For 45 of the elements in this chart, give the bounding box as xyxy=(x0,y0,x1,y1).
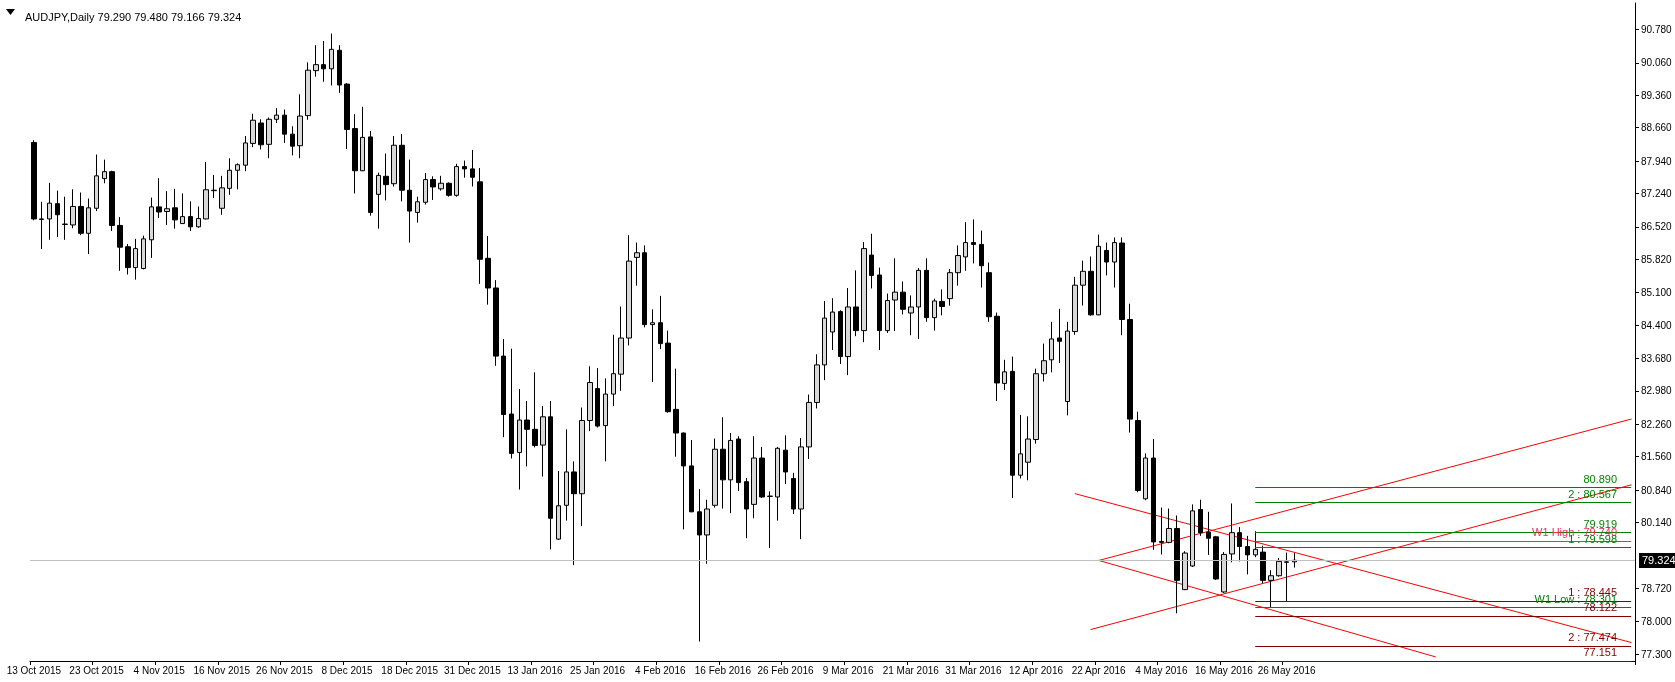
x-tick-label: 31 Dec 2015 xyxy=(443,664,502,676)
y-tick-label: 90.060 xyxy=(1641,57,1673,69)
y-tick-label: 89.360 xyxy=(1641,89,1673,101)
ref-line-label: 2 : 77.474 xyxy=(1568,631,1618,644)
y-tick-label: 78.000 xyxy=(1641,616,1673,628)
x-tick-label: 31 Mar 2016 xyxy=(945,664,1002,676)
x-tick-label: 4 Feb 2016 xyxy=(634,664,686,676)
x-tick-label: 26 Nov 2015 xyxy=(256,664,314,676)
y-tick-label: 80.140 xyxy=(1641,516,1673,528)
x-tick-label: 4 Nov 2015 xyxy=(133,664,186,676)
y-tick-label: 84.400 xyxy=(1641,319,1673,331)
y-tick-label: 85.820 xyxy=(1641,253,1673,265)
x-tick-label: 13 Jan 2016 xyxy=(507,664,563,676)
x-tick-label: 16 Feb 2016 xyxy=(694,664,752,676)
x-tick-label: 16 May 2016 xyxy=(1195,664,1254,676)
x-tick-label: 26 Feb 2016 xyxy=(757,664,815,676)
y-tick-label: 85.100 xyxy=(1641,287,1673,299)
y-tick-label: 80.840 xyxy=(1641,484,1673,496)
x-tick-label: 8 Dec 2015 xyxy=(321,664,374,676)
ref-line-label: 79.324 xyxy=(1642,554,1675,567)
x-tick-label: 13 Oct 2015 xyxy=(6,664,62,676)
y-tick-label: 90.780 xyxy=(1641,23,1673,35)
y-tick-label: 87.940 xyxy=(1641,155,1673,167)
text: AUDJPY,Daily 79.290 79.480 79.166 79.324 xyxy=(25,10,242,23)
y-tick-label: 81.560 xyxy=(1641,451,1673,463)
y-tick-label: 78.720 xyxy=(1641,582,1673,594)
ref-line-label: 77.151 xyxy=(1583,646,1618,659)
ref-line-label: 80.890 xyxy=(1583,473,1618,486)
x-tick-label: 12 Apr 2016 xyxy=(1009,664,1064,676)
y-tick-label: 82.260 xyxy=(1641,418,1673,430)
x-tick-label: 18 Dec 2015 xyxy=(381,664,439,676)
x-tick-label: 4 May 2016 xyxy=(1135,664,1188,676)
x-tick-label: 21 Mar 2016 xyxy=(882,664,940,676)
x-tick-label: 25 Jan 2016 xyxy=(570,664,626,676)
x-tick-label: 23 Oct 2015 xyxy=(69,664,125,676)
y-tick-label: 86.520 xyxy=(1641,221,1673,233)
x-tick-label: 26 May 2016 xyxy=(1257,664,1316,676)
y-tick-label: 77.300 xyxy=(1641,648,1673,660)
x-tick-label: 22 Apr 2016 xyxy=(1071,664,1127,676)
y-tick-label: 83.680 xyxy=(1641,352,1673,364)
y-tick-label: 87.240 xyxy=(1641,187,1673,199)
x-tick-label: 9 Mar 2016 xyxy=(822,664,874,676)
x-tick-label: 16 Nov 2015 xyxy=(193,664,251,676)
y-tick-label: 82.980 xyxy=(1641,385,1673,397)
y-tick-label: 88.660 xyxy=(1641,122,1673,134)
